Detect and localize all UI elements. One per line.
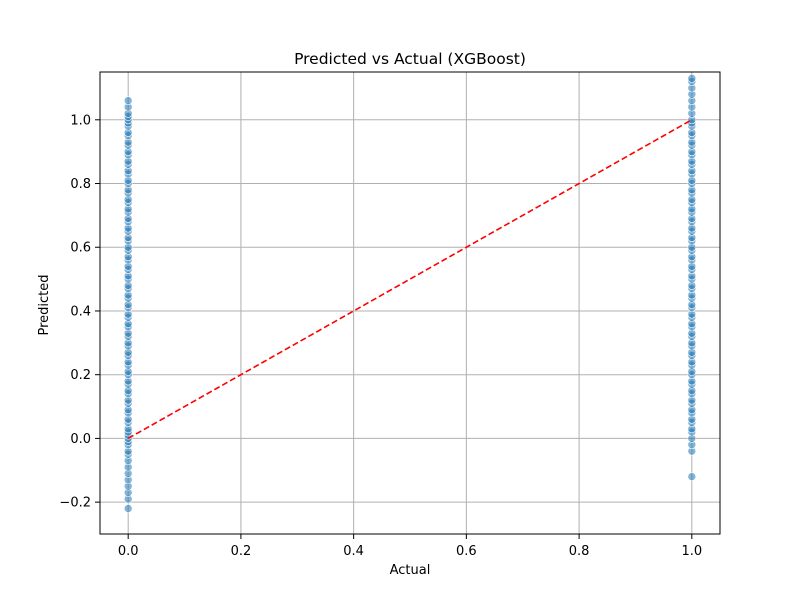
x-axis-ticks: 0.0 0.2 0.4 0.6 0.8 1.0	[118, 534, 702, 559]
x-tick-label-5: 1.0	[681, 544, 702, 559]
data-points	[123, 74, 697, 513]
x-axis-label: Actual	[390, 563, 431, 578]
x-tick-label-2: 0.4	[343, 544, 364, 559]
x-tick-label-1: 0.2	[231, 544, 252, 559]
y-axis-label: Predicted	[37, 274, 52, 335]
y-tick-label-1: 0.0	[70, 432, 91, 447]
y-tick-label-2: 0.2	[70, 368, 91, 383]
data-point-1-0	[687, 472, 697, 481]
x-tick-label-0: 0.0	[118, 544, 139, 559]
x-tick-label-3: 0.6	[456, 544, 477, 559]
y-tick-label-3: 0.4	[70, 304, 91, 319]
plot-area-frame	[99, 71, 721, 535]
y-tick-label-5: 0.8	[70, 177, 91, 192]
y-tick-label-6: 1.0	[70, 113, 91, 128]
data-point-0-84	[123, 96, 133, 105]
chart-title: Predicted vs Actual (XGBoost)	[294, 50, 526, 68]
data-point-0-0	[123, 504, 133, 513]
data-point-1-77	[687, 74, 697, 83]
y-tick-label-4: 0.6	[70, 241, 91, 256]
y-tick-label-0: −0.2	[59, 496, 91, 511]
x-tick-label-4: 0.8	[569, 544, 590, 559]
y-axis-ticks: −0.2 0.0 0.2 0.4 0.6 0.8 1.0	[59, 113, 100, 511]
